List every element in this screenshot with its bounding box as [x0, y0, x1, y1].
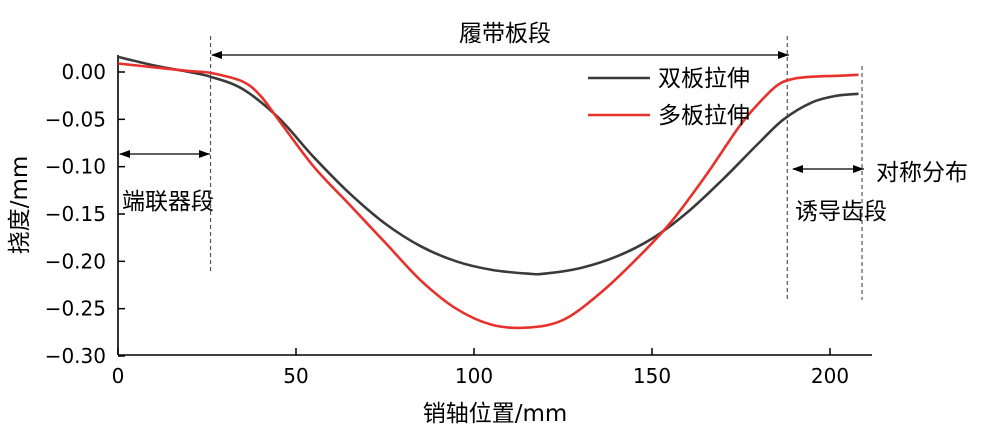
legend-label-multi-plate: 多板拉伸: [658, 103, 750, 129]
series-layer: [117, 55, 859, 330]
x-tick-label: 0: [112, 364, 125, 388]
y-tick-label: 0.00: [61, 60, 106, 84]
x-ticks: 0 50 100 150 200: [112, 348, 849, 388]
legend-label-double-plate: 双板拉伸: [658, 66, 750, 92]
y-tick-label: −0.20: [45, 249, 106, 273]
x-tick-label: 150: [633, 364, 671, 388]
legend: 双板拉伸 多板拉伸: [588, 66, 750, 129]
guide-tooth-label: 诱导齿段: [795, 199, 887, 225]
track-segment-label: 履带板段: [459, 21, 551, 47]
y-tick-label: −0.25: [45, 297, 106, 321]
x-tick-label: 100: [455, 364, 493, 388]
y-ticks: 0.00 −0.05 −0.10 −0.15 −0.20 −0.25 −0.30: [45, 60, 125, 368]
symmetric-label: 对称分布: [876, 160, 968, 186]
y-tick-label: −0.30: [45, 344, 106, 368]
x-tick-label: 50: [283, 364, 308, 388]
y-tick-label: −0.15: [45, 202, 106, 226]
y-tick-label: −0.10: [45, 155, 106, 179]
end-connector-label: 端联器段: [122, 189, 214, 215]
segment-markers: [209, 36, 863, 300]
y-axis-title: 挠度/mm: [7, 156, 33, 255]
x-axis-title: 销轴位置/mm: [423, 401, 568, 427]
y-tick-label: −0.05: [45, 107, 106, 131]
x-tick-label: 200: [811, 364, 849, 388]
series-line-double-plate: [117, 55, 859, 276]
series-line-multi-plate: [117, 62, 859, 330]
